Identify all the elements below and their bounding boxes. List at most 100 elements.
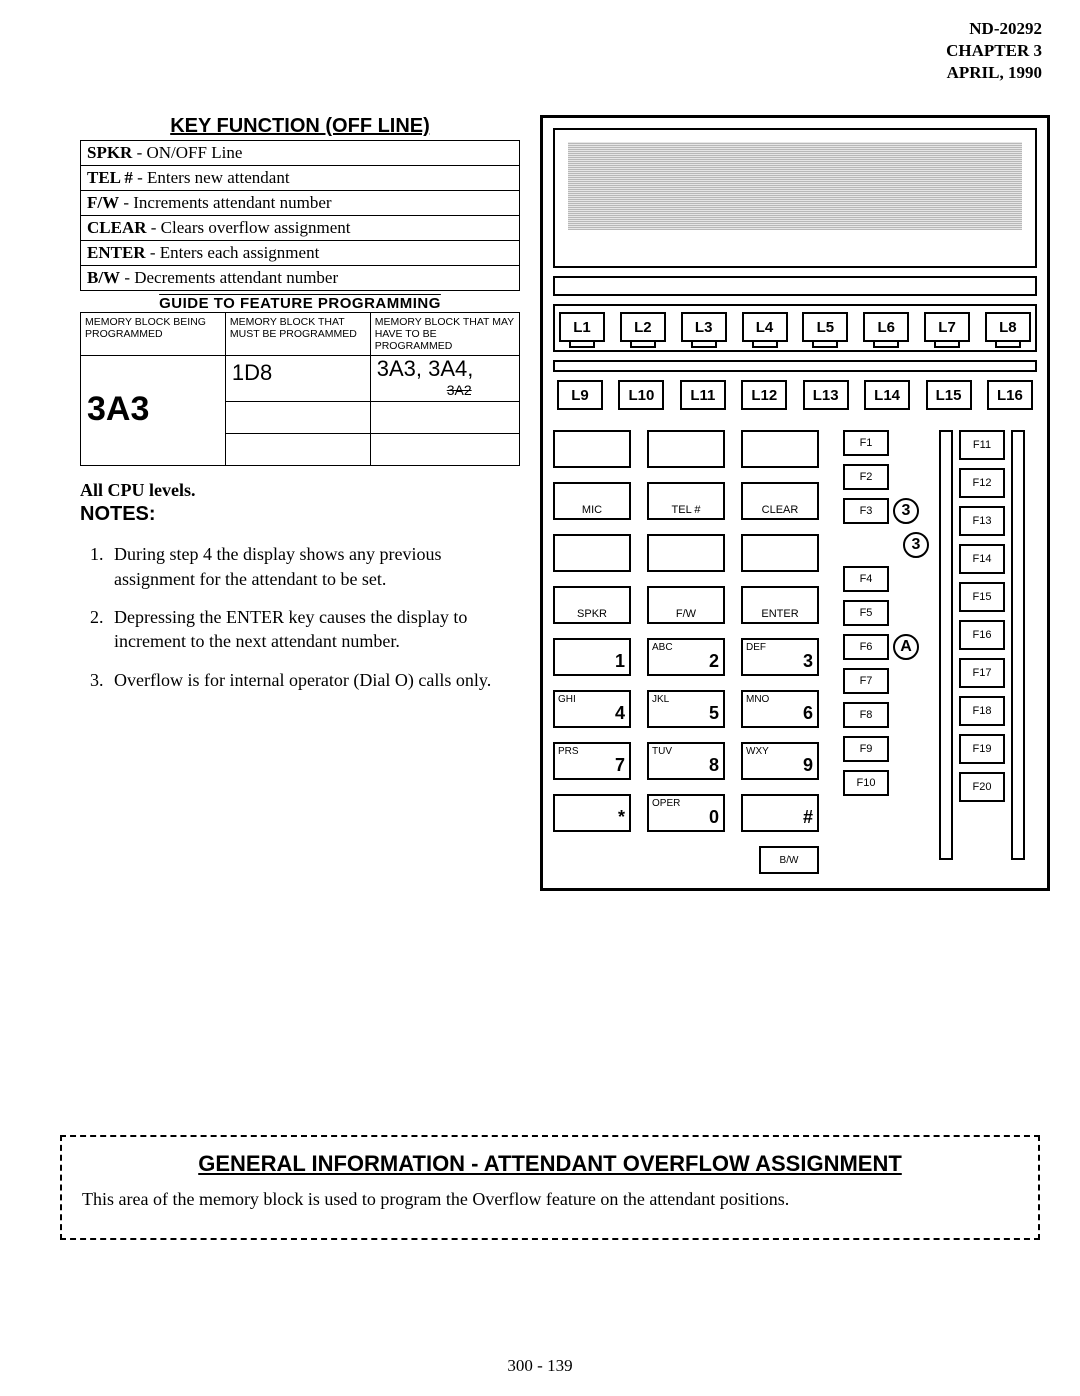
l-key[interactable]: L14: [864, 380, 910, 410]
f-key[interactable]: F18: [959, 696, 1005, 726]
digit-7[interactable]: PRS7: [553, 742, 631, 780]
digit-1[interactable]: 1: [553, 638, 631, 676]
f-key[interactable]: F12: [959, 468, 1005, 498]
kf-desc: - Clears overflow assignment: [147, 218, 351, 237]
f-key[interactable]: F15: [959, 582, 1005, 612]
f-key[interactable]: F5: [843, 600, 889, 626]
cpu-levels: All CPU levels.: [80, 480, 520, 501]
l-key[interactable]: L9: [557, 380, 603, 410]
l-row-1: L1 L2 L3 L4 L5 L6 L7 L8: [553, 304, 1037, 352]
circle-3-icon: 3: [893, 498, 919, 524]
l-key[interactable]: L13: [803, 380, 849, 410]
f-key[interactable]: F11: [959, 430, 1005, 460]
blank-key[interactable]: [741, 430, 819, 468]
digit-6[interactable]: MNO6: [741, 690, 819, 728]
mem-code-big: 3A3: [87, 390, 219, 429]
mem-header: MEMORY BLOCK THAT MUST BE PROGRAMMED: [225, 313, 370, 356]
blank-key[interactable]: [647, 430, 725, 468]
memory-table: MEMORY BLOCK BEING PROGRAMMED MEMORY BLO…: [80, 312, 520, 466]
kf-key: CLEAR: [87, 218, 147, 237]
star-key[interactable]: *: [553, 794, 631, 832]
note-item: During step 4 the display shows any prev…: [108, 542, 520, 591]
l-key[interactable]: L5: [802, 312, 848, 342]
digit-0[interactable]: OPER0: [647, 794, 725, 832]
digit-5[interactable]: JKL5: [647, 690, 725, 728]
info-body: This area of the memory block is used to…: [82, 1189, 1018, 1210]
blank-key[interactable]: [647, 534, 725, 572]
l-key[interactable]: L11: [680, 380, 726, 410]
mem-code: 1D8: [232, 360, 272, 385]
notes-list: During step 4 the display shows any prev…: [80, 542, 520, 691]
mem-code-crossed: 3A2: [447, 382, 472, 398]
page-header: ND-20292 CHAPTER 3 APRIL, 1990: [946, 18, 1042, 84]
l-key[interactable]: L3: [681, 312, 727, 342]
f-key[interactable]: F10: [843, 770, 889, 796]
f-key[interactable]: F1: [843, 430, 889, 456]
l-key[interactable]: L4: [742, 312, 788, 342]
f-key[interactable]: F8: [843, 702, 889, 728]
l-key[interactable]: L12: [741, 380, 787, 410]
doc-id: ND-20292: [946, 18, 1042, 40]
l-key[interactable]: L2: [620, 312, 666, 342]
keypad-grid: MIC TEL # CLEAR SPKR F/W ENTER 1 ABC2 DE…: [553, 430, 833, 874]
blank-key[interactable]: [553, 534, 631, 572]
note-item: Depressing the ENTER key causes the disp…: [108, 605, 520, 654]
f-key[interactable]: F19: [959, 734, 1005, 764]
device-keypad: L1 L2 L3 L4 L5 L6 L7 L8 L9 L10 L11 L12 L…: [540, 115, 1050, 891]
f-key[interactable]: F2: [843, 464, 889, 490]
kf-desc: - ON/OFF Line: [132, 143, 242, 162]
l-key[interactable]: L15: [926, 380, 972, 410]
l-key[interactable]: L16: [987, 380, 1033, 410]
f-key[interactable]: F17: [959, 658, 1005, 688]
l-key[interactable]: L1: [559, 312, 605, 342]
blank-key[interactable]: [741, 534, 819, 572]
digit-4[interactable]: GHI4: [553, 690, 631, 728]
kf-desc: - Enters new attendant: [133, 168, 290, 187]
notes-label: NOTES:: [80, 503, 520, 526]
f-right-column: F11 F12 F13 F14 F15 F16 F17 F18 F19 F20: [939, 430, 1037, 874]
kf-key: B/W: [87, 268, 120, 287]
enter-key[interactable]: ENTER: [741, 586, 819, 624]
fw-key[interactable]: F/W: [647, 586, 725, 624]
bw-key[interactable]: B/W: [759, 846, 819, 874]
thin-strip: [553, 360, 1037, 372]
f-key[interactable]: F14: [959, 544, 1005, 574]
digit-9[interactable]: WXY9: [741, 742, 819, 780]
f-key[interactable]: F7: [843, 668, 889, 694]
f-key[interactable]: F9: [843, 736, 889, 762]
digit-3[interactable]: DEF3: [741, 638, 819, 676]
kf-desc: - Enters each assignment: [146, 243, 320, 262]
kf-key: SPKR: [87, 143, 132, 162]
tall-divider: [939, 430, 953, 860]
kf-desc: - Increments attendant number: [119, 193, 331, 212]
tel-key[interactable]: TEL #: [647, 482, 725, 520]
f-key[interactable]: F3: [843, 498, 889, 524]
mem-header: MEMORY BLOCK THAT MAY HAVE TO BE PROGRAM…: [370, 313, 519, 356]
blank-key[interactable]: [553, 430, 631, 468]
f-key[interactable]: F13: [959, 506, 1005, 536]
mic-key[interactable]: MIC: [553, 482, 631, 520]
screen-inner: [568, 142, 1023, 230]
f-key[interactable]: F16: [959, 620, 1005, 650]
l-key[interactable]: L10: [618, 380, 664, 410]
hash-key[interactable]: #: [741, 794, 819, 832]
device-screen: [553, 128, 1037, 268]
f-key[interactable]: F20: [959, 772, 1005, 802]
clear-key[interactable]: CLEAR: [741, 482, 819, 520]
circle-a-icon: A: [893, 634, 919, 660]
digit-2[interactable]: ABC2: [647, 638, 725, 676]
l-key[interactable]: L8: [985, 312, 1031, 342]
l-key[interactable]: L7: [924, 312, 970, 342]
f-key[interactable]: F6: [843, 634, 889, 660]
f-key[interactable]: F4: [843, 566, 889, 592]
tall-divider: [1011, 430, 1025, 860]
kf-desc: - Decrements attendant number: [120, 268, 338, 287]
l-key[interactable]: L6: [863, 312, 909, 342]
key-function-title: KEY FUNCTION (OFF LINE): [80, 115, 520, 138]
kf-key: F/W: [87, 193, 119, 212]
info-title: GENERAL INFORMATION - ATTENDANT OVERFLOW…: [82, 1151, 1018, 1177]
digit-8[interactable]: TUV8: [647, 742, 725, 780]
mem-code: 3A3, 3A4,: [377, 356, 474, 381]
spkr-key[interactable]: SPKR: [553, 586, 631, 624]
page-footer: 300 - 139: [0, 1356, 1080, 1376]
